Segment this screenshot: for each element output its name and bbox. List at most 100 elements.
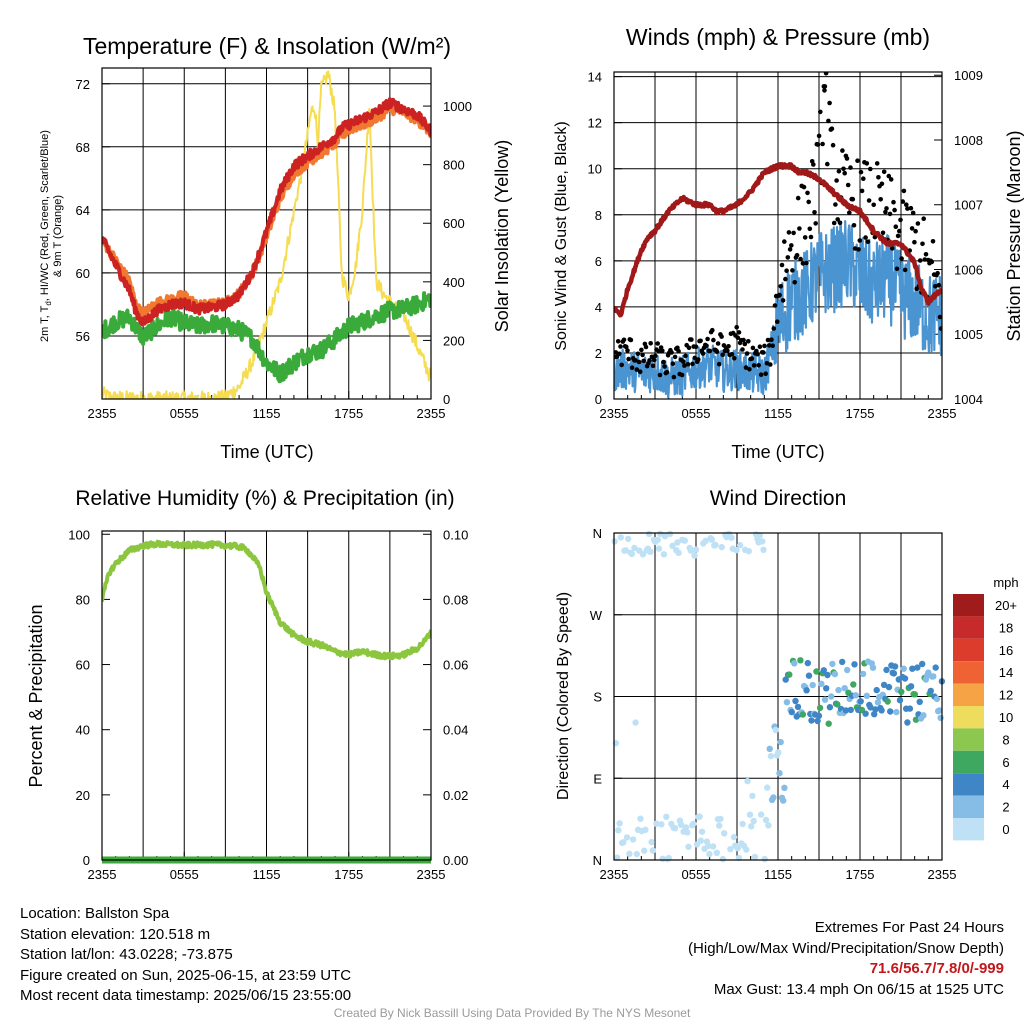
direction-point xyxy=(633,850,640,858)
direction-point xyxy=(799,711,807,718)
y-tick-label: E xyxy=(593,771,602,786)
gust-point xyxy=(936,282,942,288)
direction-point xyxy=(648,838,655,846)
direction-points xyxy=(611,530,946,863)
x-tick-label: 0555 xyxy=(682,406,711,421)
winds-chart: 2355 0555 1155 1755 235502468101214100410051… xyxy=(588,68,983,421)
direction-point xyxy=(765,822,772,829)
gust-point xyxy=(772,303,778,308)
direction-point xyxy=(623,834,631,841)
direction-point xyxy=(653,820,660,827)
gust-point xyxy=(768,362,773,367)
temperature-y-axis-label: 2m T, Td, HI/WC (Red, Green, Scarlet/Blu… xyxy=(39,130,64,342)
direction-point xyxy=(611,538,618,545)
direction-point xyxy=(869,664,877,671)
plot-border xyxy=(101,67,432,400)
gust-point xyxy=(815,142,821,147)
gust-point xyxy=(816,133,822,139)
gust-point xyxy=(715,341,721,346)
gust-point xyxy=(707,348,713,354)
gust-point xyxy=(653,353,658,359)
direction-point xyxy=(669,542,676,549)
wind-speed-line xyxy=(614,220,942,399)
direction-point xyxy=(777,738,784,746)
gust-point xyxy=(742,341,748,347)
gust-point xyxy=(679,372,685,378)
gust-point xyxy=(861,176,866,181)
colorbar-label: 4 xyxy=(1002,777,1009,792)
gust-point xyxy=(740,347,745,352)
gust-point xyxy=(650,363,656,369)
direction-point xyxy=(907,683,915,690)
gust-point xyxy=(894,266,900,272)
extremes-info: Extremes For Past 24 Hours (High/Low/Max… xyxy=(688,918,1004,1000)
gust-point xyxy=(639,347,644,353)
colorbar-label: 18 xyxy=(999,620,1013,635)
direction-point xyxy=(616,820,623,827)
x-tick-label: 1755 xyxy=(334,867,363,882)
y-tick-label: 0 xyxy=(83,853,90,868)
direction-point xyxy=(666,530,674,538)
gust-point xyxy=(685,361,691,367)
direction-point xyxy=(871,711,878,718)
y-tick-label: 60 xyxy=(76,658,90,673)
gust-point xyxy=(729,352,735,357)
gust-point xyxy=(910,210,916,216)
direction-point xyxy=(761,855,768,863)
gust-point xyxy=(878,197,883,202)
colorbar-swatch xyxy=(953,773,984,796)
y-tick-label: 6 xyxy=(595,254,602,269)
colorbar-swatch xyxy=(953,706,984,729)
gust-point xyxy=(881,169,887,175)
gust-point xyxy=(851,223,857,228)
temperature-y-right-label: Solar Insolation (Yellow) xyxy=(492,140,512,332)
direction-point xyxy=(900,665,907,672)
gust-point xyxy=(899,256,904,261)
gust-point xyxy=(791,230,796,236)
y-right-tick-label: 200 xyxy=(443,333,465,348)
gust-point xyxy=(905,206,910,211)
y-right-tick-label: 0.06 xyxy=(443,658,468,673)
colorbar-swatch xyxy=(953,728,984,751)
gust-point xyxy=(818,109,823,115)
direction-point xyxy=(916,698,923,705)
direction-point xyxy=(641,847,648,854)
gust-point xyxy=(929,259,935,265)
gust-point xyxy=(886,173,892,179)
temperature-x-axis-label: Time (UTC) xyxy=(220,442,313,462)
gust-point xyxy=(680,359,686,364)
station-info: Location: Ballston Spa Station elevation… xyxy=(20,904,351,1007)
humidity-chart-title: Relative Humidity (%) & Precipitation (i… xyxy=(75,487,454,510)
direction-point xyxy=(914,664,921,671)
direction-point xyxy=(649,847,656,854)
direction-point xyxy=(757,811,765,818)
direction-point xyxy=(884,698,891,705)
y-right-tick-label: 600 xyxy=(443,216,465,231)
gust-point xyxy=(671,374,677,380)
direction-point xyxy=(805,672,813,679)
direction-point xyxy=(920,712,927,719)
x-tick-label: 0555 xyxy=(682,867,711,882)
direction-point xyxy=(783,699,791,706)
gust-point xyxy=(746,339,751,344)
gust-point xyxy=(897,228,902,234)
gust-point xyxy=(842,170,847,176)
direction-point xyxy=(919,660,926,668)
y-right-tick-label: 0.10 xyxy=(443,527,468,542)
direction-point xyxy=(626,850,633,857)
plot-border xyxy=(101,530,432,861)
gust-point xyxy=(848,165,853,170)
gust-point xyxy=(629,365,635,371)
x-tick-label: 1755 xyxy=(846,406,875,421)
winds-chart-title: Winds (mph) & Pressure (mb) xyxy=(626,24,930,50)
gust-point xyxy=(714,349,720,355)
direction-point xyxy=(713,849,720,856)
humidity-y-axis-label: Percent & Precipitation xyxy=(26,604,46,787)
y-right-tick-label: 0.08 xyxy=(443,592,468,607)
direction-point xyxy=(756,532,763,539)
direction-point xyxy=(936,707,943,714)
direction-point xyxy=(760,546,767,553)
gust-point xyxy=(888,177,894,182)
gust-point xyxy=(763,371,768,377)
gust-point xyxy=(805,190,810,196)
